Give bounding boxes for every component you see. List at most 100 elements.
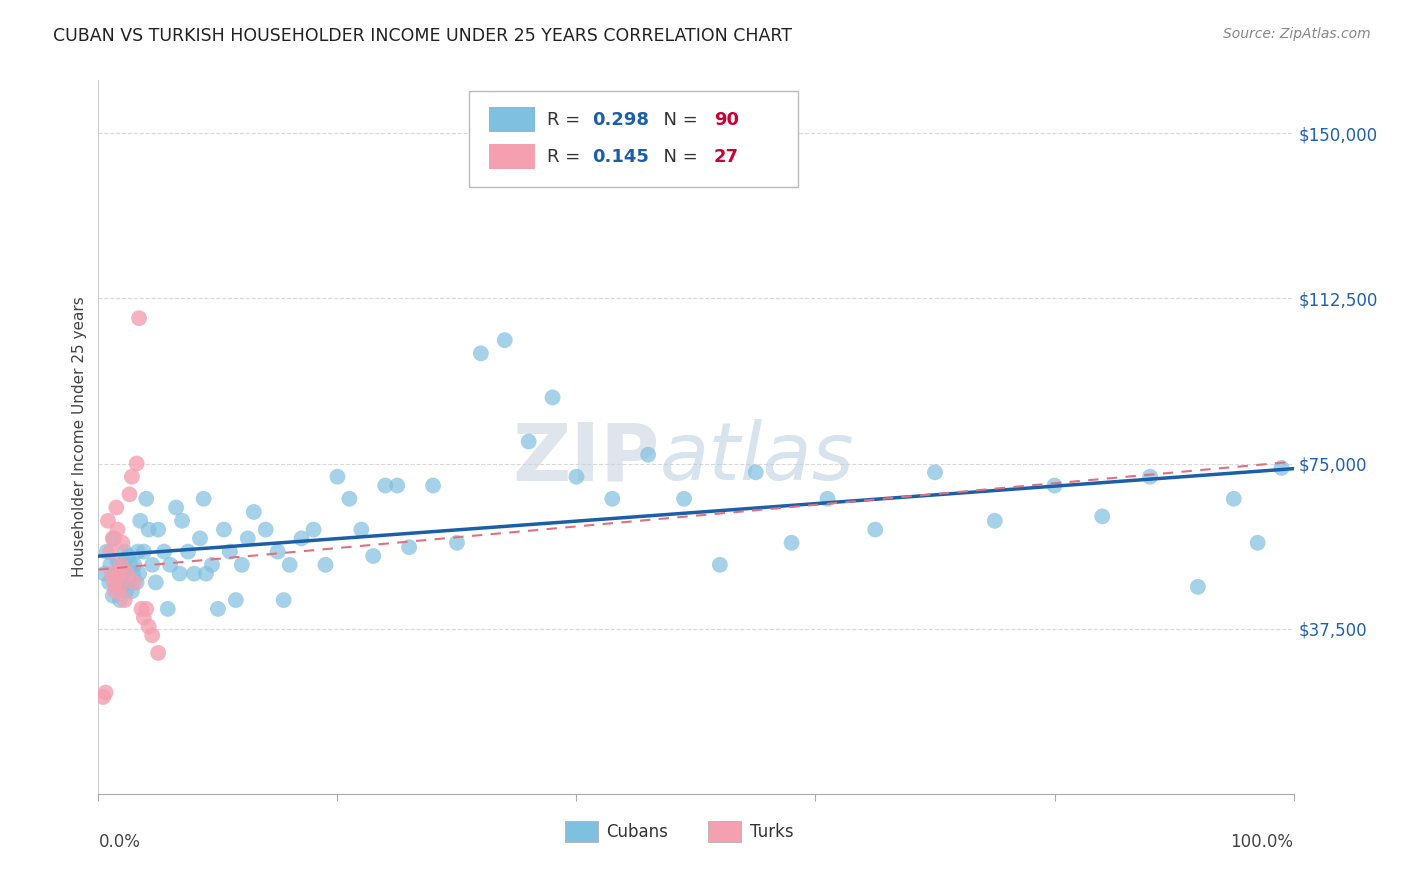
Point bbox=[637, 448, 659, 462]
Point bbox=[138, 523, 160, 537]
Point bbox=[165, 500, 187, 515]
Point bbox=[156, 602, 179, 616]
Point bbox=[122, 566, 145, 581]
Text: R =: R = bbox=[547, 111, 585, 128]
Point bbox=[107, 566, 129, 581]
Point bbox=[291, 532, 314, 546]
Point bbox=[374, 478, 396, 492]
Point bbox=[1139, 469, 1161, 483]
Point bbox=[231, 558, 253, 572]
Point bbox=[104, 584, 127, 599]
Point bbox=[108, 593, 131, 607]
Point bbox=[141, 628, 163, 642]
Point bbox=[565, 469, 588, 483]
Point bbox=[446, 536, 468, 550]
Point bbox=[110, 566, 132, 581]
Text: 90: 90 bbox=[714, 111, 740, 128]
Point bbox=[120, 558, 142, 572]
FancyBboxPatch shape bbox=[489, 144, 534, 169]
FancyBboxPatch shape bbox=[565, 821, 598, 842]
Point bbox=[107, 553, 129, 567]
Point bbox=[815, 491, 838, 506]
Point bbox=[273, 593, 295, 607]
Point bbox=[104, 566, 127, 581]
Point bbox=[602, 491, 624, 506]
Point bbox=[100, 566, 122, 581]
Point bbox=[103, 532, 125, 546]
Point bbox=[339, 491, 361, 506]
Point bbox=[125, 457, 148, 471]
Point bbox=[172, 514, 194, 528]
Point bbox=[709, 558, 731, 572]
Point bbox=[138, 619, 160, 633]
Point bbox=[98, 575, 121, 590]
Point bbox=[135, 602, 157, 616]
Point bbox=[153, 544, 176, 558]
Point bbox=[470, 346, 492, 360]
Text: 100.0%: 100.0% bbox=[1230, 833, 1294, 851]
Point bbox=[131, 602, 153, 616]
Point bbox=[494, 333, 516, 347]
Point bbox=[124, 575, 146, 590]
Point bbox=[212, 523, 235, 537]
Point bbox=[115, 566, 138, 581]
Point bbox=[326, 469, 349, 483]
Point bbox=[108, 580, 131, 594]
Text: 0.298: 0.298 bbox=[592, 111, 650, 128]
Text: R =: R = bbox=[547, 148, 585, 166]
Point bbox=[128, 311, 150, 326]
Text: Cubans: Cubans bbox=[606, 822, 668, 840]
Y-axis label: Householder Income Under 25 years: Householder Income Under 25 years bbox=[72, 297, 87, 577]
Point bbox=[422, 478, 444, 492]
Point bbox=[195, 566, 218, 581]
Point bbox=[118, 487, 141, 501]
Point bbox=[111, 558, 134, 572]
Point bbox=[129, 514, 152, 528]
Point bbox=[132, 610, 155, 624]
Point bbox=[148, 523, 170, 537]
Text: N =: N = bbox=[652, 111, 703, 128]
FancyBboxPatch shape bbox=[489, 107, 534, 132]
Text: 0.145: 0.145 bbox=[592, 148, 650, 166]
Point bbox=[780, 536, 803, 550]
Point bbox=[193, 491, 215, 506]
Point bbox=[127, 544, 149, 558]
Point bbox=[243, 505, 266, 519]
Point bbox=[254, 523, 277, 537]
Point bbox=[363, 549, 385, 563]
Point bbox=[1223, 491, 1246, 506]
Point bbox=[673, 491, 696, 506]
Point bbox=[159, 558, 181, 572]
Point bbox=[117, 549, 139, 563]
Point bbox=[225, 593, 247, 607]
Point bbox=[112, 575, 135, 590]
Point bbox=[517, 434, 540, 449]
Point bbox=[1247, 536, 1270, 550]
Point bbox=[169, 566, 191, 581]
Point bbox=[107, 575, 129, 590]
Point bbox=[183, 566, 205, 581]
Text: Source: ZipAtlas.com: Source: ZipAtlas.com bbox=[1223, 27, 1371, 41]
Point bbox=[207, 602, 229, 616]
Point bbox=[1187, 580, 1209, 594]
Point bbox=[1091, 509, 1114, 524]
Point bbox=[105, 580, 128, 594]
Point bbox=[128, 566, 150, 581]
Point bbox=[93, 566, 115, 581]
Point bbox=[278, 558, 301, 572]
Point bbox=[398, 540, 420, 554]
Point bbox=[177, 544, 200, 558]
Point bbox=[110, 558, 132, 572]
Point bbox=[315, 558, 337, 572]
Point bbox=[302, 523, 325, 537]
Text: CUBAN VS TURKISH HOUSEHOLDER INCOME UNDER 25 YEARS CORRELATION CHART: CUBAN VS TURKISH HOUSEHOLDER INCOME UNDE… bbox=[53, 27, 793, 45]
Point bbox=[125, 575, 148, 590]
Point bbox=[267, 544, 290, 558]
Point bbox=[219, 544, 242, 558]
Point bbox=[101, 532, 124, 546]
FancyBboxPatch shape bbox=[709, 821, 741, 842]
Point bbox=[1043, 478, 1066, 492]
Point bbox=[115, 584, 138, 599]
Point bbox=[745, 466, 768, 480]
Point bbox=[350, 523, 373, 537]
